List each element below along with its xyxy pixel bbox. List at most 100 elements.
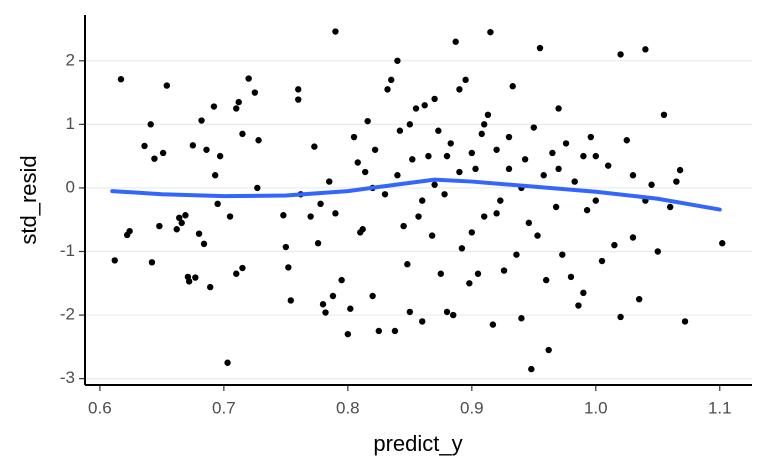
x-tick-label: 1.1	[708, 398, 732, 417]
point	[443, 152, 451, 160]
point	[583, 206, 591, 214]
point	[598, 257, 606, 265]
point	[580, 152, 587, 160]
point	[629, 172, 637, 179]
point	[384, 86, 391, 93]
point	[648, 181, 655, 188]
point	[447, 140, 454, 147]
point	[592, 152, 599, 160]
point	[562, 140, 570, 147]
point	[617, 313, 624, 321]
point	[592, 197, 599, 204]
point	[419, 318, 426, 325]
point	[214, 200, 221, 208]
point	[604, 162, 612, 169]
point	[211, 172, 219, 179]
point	[666, 203, 674, 211]
point	[536, 44, 544, 52]
point	[505, 133, 513, 141]
point	[462, 76, 469, 84]
point	[148, 259, 156, 266]
point	[163, 82, 171, 89]
point	[441, 191, 448, 198]
point	[419, 197, 426, 204]
point	[478, 130, 485, 138]
point	[500, 267, 508, 274]
point	[404, 261, 411, 268]
point	[513, 251, 520, 258]
point	[635, 295, 643, 303]
point	[456, 86, 463, 93]
point	[509, 83, 516, 90]
point	[437, 270, 445, 277]
point	[255, 137, 262, 144]
point	[611, 241, 618, 249]
point	[371, 146, 379, 153]
point	[505, 165, 513, 173]
point	[182, 212, 189, 219]
point	[406, 121, 414, 128]
x-tick-label: 0.9	[460, 398, 484, 417]
point	[117, 76, 125, 83]
point	[571, 178, 578, 185]
point	[233, 105, 240, 112]
point	[468, 229, 476, 236]
y-tick-label: -1	[60, 241, 75, 260]
point	[176, 214, 183, 222]
point	[617, 51, 624, 58]
x-tick-label: 0.8	[336, 398, 360, 417]
point	[151, 155, 158, 162]
point	[642, 46, 649, 53]
point	[431, 95, 438, 103]
point	[361, 168, 369, 176]
point	[319, 301, 327, 308]
point	[549, 149, 556, 157]
point	[185, 278, 193, 285]
point	[468, 149, 476, 157]
point	[409, 156, 416, 163]
point	[207, 283, 214, 291]
smooth-line	[110, 177, 722, 212]
point	[322, 309, 329, 316]
point	[400, 222, 407, 230]
point	[391, 327, 399, 335]
point	[287, 297, 295, 304]
point	[359, 226, 366, 233]
point	[528, 365, 535, 373]
point	[525, 219, 533, 227]
point	[307, 213, 314, 220]
point	[458, 245, 466, 252]
point	[673, 178, 680, 185]
point	[203, 146, 210, 153]
point	[295, 86, 302, 93]
point	[224, 359, 231, 366]
point	[347, 305, 354, 312]
point	[555, 165, 562, 173]
point	[466, 280, 473, 287]
point	[552, 203, 560, 211]
point	[555, 105, 562, 112]
point	[332, 28, 339, 35]
point	[375, 327, 383, 335]
point	[534, 232, 541, 239]
point	[587, 133, 595, 141]
y-tick-label: -3	[60, 368, 75, 387]
point	[542, 276, 550, 284]
y-axis-title: std_resid	[16, 155, 41, 244]
point	[521, 156, 529, 163]
point	[425, 152, 432, 160]
y-tick-label: 2	[66, 50, 75, 69]
point	[295, 96, 302, 103]
point	[421, 102, 428, 109]
point	[450, 311, 457, 319]
point	[147, 121, 154, 128]
point	[676, 166, 684, 174]
point	[285, 264, 292, 271]
x-tick-label: 1.0	[584, 398, 608, 417]
point	[329, 292, 337, 300]
point	[326, 178, 333, 185]
point	[540, 172, 547, 179]
x-axis-title: predict_y	[373, 431, 462, 456]
point	[487, 28, 494, 36]
